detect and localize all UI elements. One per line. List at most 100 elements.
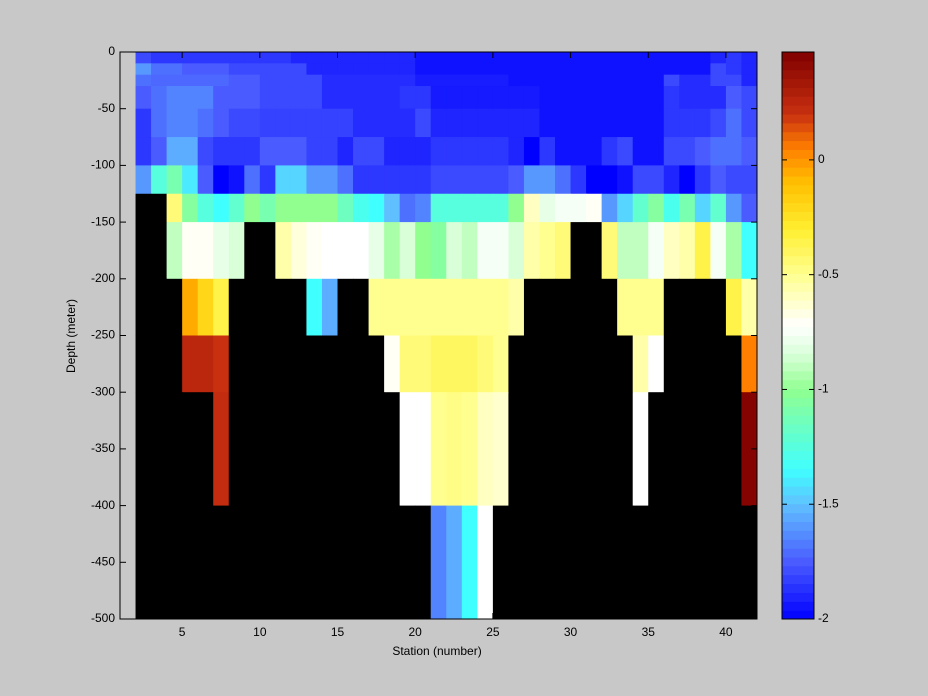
- heatmap-cell: [648, 137, 665, 166]
- heatmap-cell: [539, 335, 556, 393]
- heatmap-cell: [306, 335, 323, 393]
- colorbar-step: [782, 370, 814, 381]
- heatmap-cell: [384, 222, 401, 280]
- heatmap-cell: [166, 335, 183, 393]
- heatmap-cell: [259, 505, 276, 620]
- colorbar-step: [782, 548, 814, 558]
- heatmap-cell: [679, 505, 696, 620]
- heatmap-cell: [228, 222, 245, 280]
- colorbar-step: [782, 477, 814, 487]
- heatmap-cell: [725, 86, 742, 110]
- heatmap-cell: [570, 392, 587, 507]
- heatmap-cell: [741, 52, 758, 64]
- heatmap-cell: [570, 165, 587, 195]
- y-tick-label: -400: [91, 498, 115, 512]
- heatmap-cell: [555, 505, 572, 620]
- heatmap-cell: [415, 137, 432, 166]
- colorbar-step: [782, 415, 814, 425]
- heatmap-cell: [694, 74, 711, 87]
- heatmap-cell: [694, 335, 711, 393]
- heatmap-cell: [477, 222, 494, 280]
- heatmap-cell: [166, 137, 183, 166]
- heatmap-cell: [648, 505, 665, 620]
- heatmap-cell: [306, 165, 323, 195]
- colorbar-tick-label: -1.5: [818, 496, 839, 510]
- heatmap-cell: [275, 137, 292, 166]
- heatmap-cell: [399, 52, 416, 64]
- y-tick-label: -150: [91, 214, 115, 228]
- heatmap-cell: [337, 137, 354, 166]
- heatmap-cell: [539, 193, 556, 223]
- colorbar-step: [782, 539, 814, 549]
- heatmap-cell: [337, 335, 354, 393]
- heatmap-cell: [523, 278, 540, 336]
- heatmap-cell: [679, 63, 696, 76]
- heatmap-cell: [663, 193, 680, 223]
- heatmap-cell: [663, 63, 680, 76]
- heatmap-cell: [663, 505, 680, 620]
- heatmap-cell: [586, 222, 603, 280]
- heatmap-cell: [741, 108, 758, 138]
- colorbar-step: [782, 176, 814, 186]
- heatmap-cell: [259, 222, 276, 280]
- heatmap-cell: [275, 392, 292, 507]
- heatmap-cell: [601, 86, 618, 110]
- colorbar-step: [782, 131, 814, 142]
- heatmap-cell: [415, 222, 432, 280]
- heatmap-cell: [368, 165, 385, 195]
- heatmap-cell: [741, 86, 758, 110]
- heatmap-cell: [523, 137, 540, 166]
- heatmap-cell: [617, 505, 634, 620]
- x-tick-label: 35: [642, 625, 656, 639]
- heatmap-cell: [539, 137, 556, 166]
- heatmap-cell: [663, 52, 680, 64]
- heatmap-cell: [368, 222, 385, 280]
- heatmap-cell: [166, 74, 183, 87]
- heatmap-cell: [290, 52, 307, 64]
- heatmap-cell: [632, 278, 649, 336]
- heatmap-cell: [166, 222, 183, 280]
- heatmap-cell: [586, 193, 603, 223]
- heatmap-cell: [275, 63, 292, 76]
- heatmap-cell: [275, 74, 292, 87]
- heatmap-cell: [275, 86, 292, 110]
- heatmap-cell: [135, 74, 152, 87]
- heatmap-cell: [197, 193, 214, 223]
- heatmap-cell: [182, 108, 199, 138]
- colorbar-step: [782, 388, 814, 399]
- colorbar-step: [782, 379, 814, 390]
- heatmap-cell: [741, 278, 758, 336]
- heatmap-cell: [446, 52, 463, 64]
- heatmap-cell: [694, 52, 711, 64]
- heatmap-cell: [290, 335, 307, 393]
- heatmap-cell: [710, 86, 727, 110]
- heatmap-cell: [151, 63, 168, 76]
- heatmap-cell: [492, 278, 509, 336]
- colorbar-step: [782, 184, 814, 195]
- colorbar-step: [782, 264, 814, 274]
- heatmap-cell: [632, 165, 649, 195]
- heatmap-cell: [337, 86, 354, 110]
- heatmap-cell: [135, 108, 152, 138]
- heatmap-cell: [663, 335, 680, 393]
- heatmap-cell: [725, 505, 742, 620]
- heatmap-cell: [477, 74, 494, 87]
- heatmap-cell: [492, 505, 509, 620]
- heatmap-cell: [275, 278, 292, 336]
- heatmap-cell: [430, 335, 447, 393]
- heatmap-cell: [384, 63, 401, 76]
- heatmap-cell: [166, 278, 183, 336]
- heatmap-cell: [679, 137, 696, 166]
- heatmap-cell: [321, 392, 339, 507]
- heatmap-cell: [306, 108, 323, 138]
- heatmap-cell: [523, 74, 540, 87]
- x-tick-label: 25: [486, 625, 500, 639]
- heatmap-cell: [617, 86, 634, 110]
- heatmap-cell: [228, 108, 245, 138]
- heatmap-cell: [586, 505, 603, 620]
- heatmap-cell: [725, 392, 742, 507]
- colorbar-step: [782, 114, 814, 124]
- heatmap-cell: [197, 165, 214, 195]
- heatmap-cell: [353, 335, 370, 393]
- heatmap-cell: [601, 392, 618, 507]
